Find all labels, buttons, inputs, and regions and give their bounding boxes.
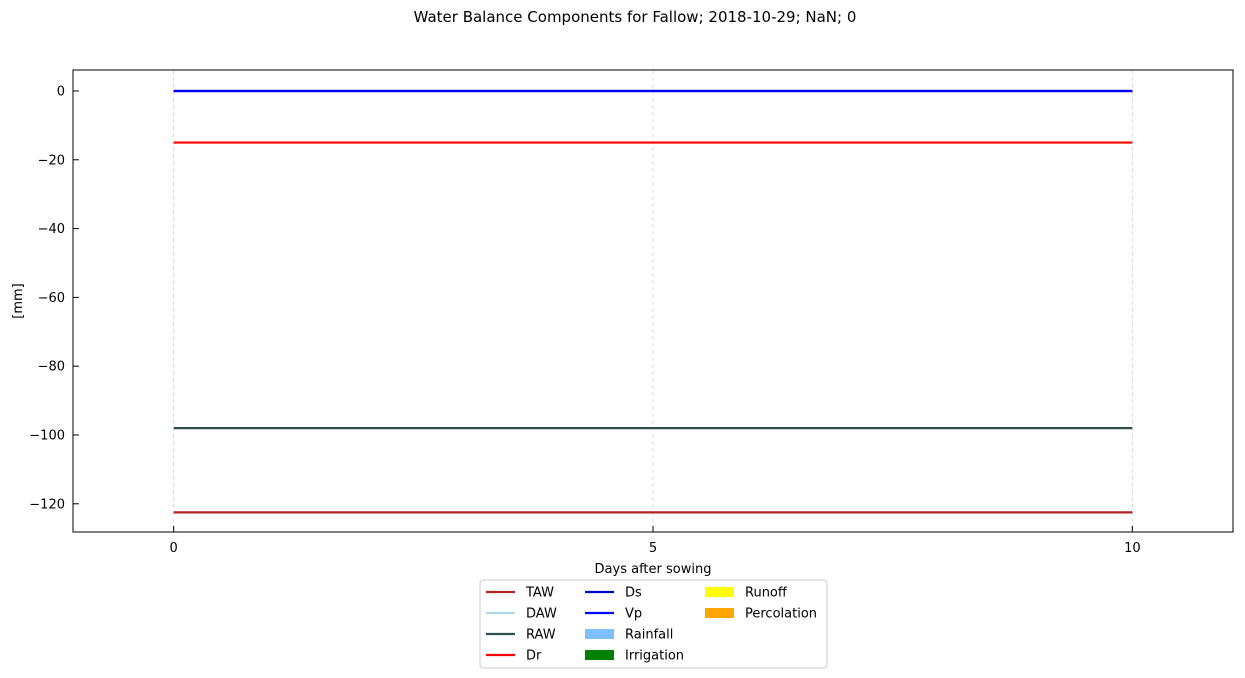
legend-label-vp: Vp: [625, 607, 642, 622]
y-tick-label: −60: [38, 291, 65, 306]
x-axis-ticks: 0 5 10: [170, 526, 1141, 556]
y-axis-label: [mm]: [11, 283, 26, 318]
x-tick-label: 10: [1124, 541, 1141, 556]
legend-entries: TAW DAW RAW Dr Ds Vp Rainfall Irrigation Runoff P…: [486, 586, 817, 664]
series-layer: [173, 89, 1133, 514]
x-tick-label: 5: [649, 541, 657, 556]
y-tick-label: 0: [57, 84, 65, 99]
legend-label-runoff: Runoff: [745, 586, 788, 601]
y-axis-ticks: 0 −20 −40 −60 −80 −100 −120: [29, 84, 79, 512]
legend-label-dr: Dr: [526, 649, 542, 664]
y-tick-label: −80: [38, 360, 65, 375]
y-tick-label: −20: [38, 153, 65, 168]
legend-swatch-rainfall: [585, 629, 614, 639]
legend-label-ds: Ds: [625, 586, 642, 601]
y-tick-label: −100: [29, 428, 65, 443]
legend-label-raw: RAW: [526, 628, 556, 643]
y-tick-label: −120: [29, 497, 65, 512]
legend-label-rainfall: Rainfall: [625, 628, 673, 643]
legend-swatch-percolation: [705, 608, 734, 618]
legend-swatch-irrigation: [585, 650, 614, 660]
legend: TAW DAW RAW Dr Ds Vp Rainfall Irrigation Runoff P…: [479, 579, 828, 669]
legend-label-irrigation: Irrigation: [625, 649, 684, 664]
legend-label-daw: DAW: [526, 607, 557, 622]
legend-frame: [479, 579, 828, 669]
y-tick-label: −40: [38, 222, 65, 237]
grid-layer: [173, 70, 1133, 532]
x-tick-label: 0: [170, 541, 178, 556]
legend-label-taw: TAW: [525, 586, 554, 601]
legend-label-percolation: Percolation: [745, 607, 817, 622]
x-axis-label: Days after sowing: [595, 562, 712, 577]
chart-title: Water Balance Components for Fallow; 201…: [414, 8, 857, 26]
legend-swatch-runoff: [705, 587, 734, 597]
